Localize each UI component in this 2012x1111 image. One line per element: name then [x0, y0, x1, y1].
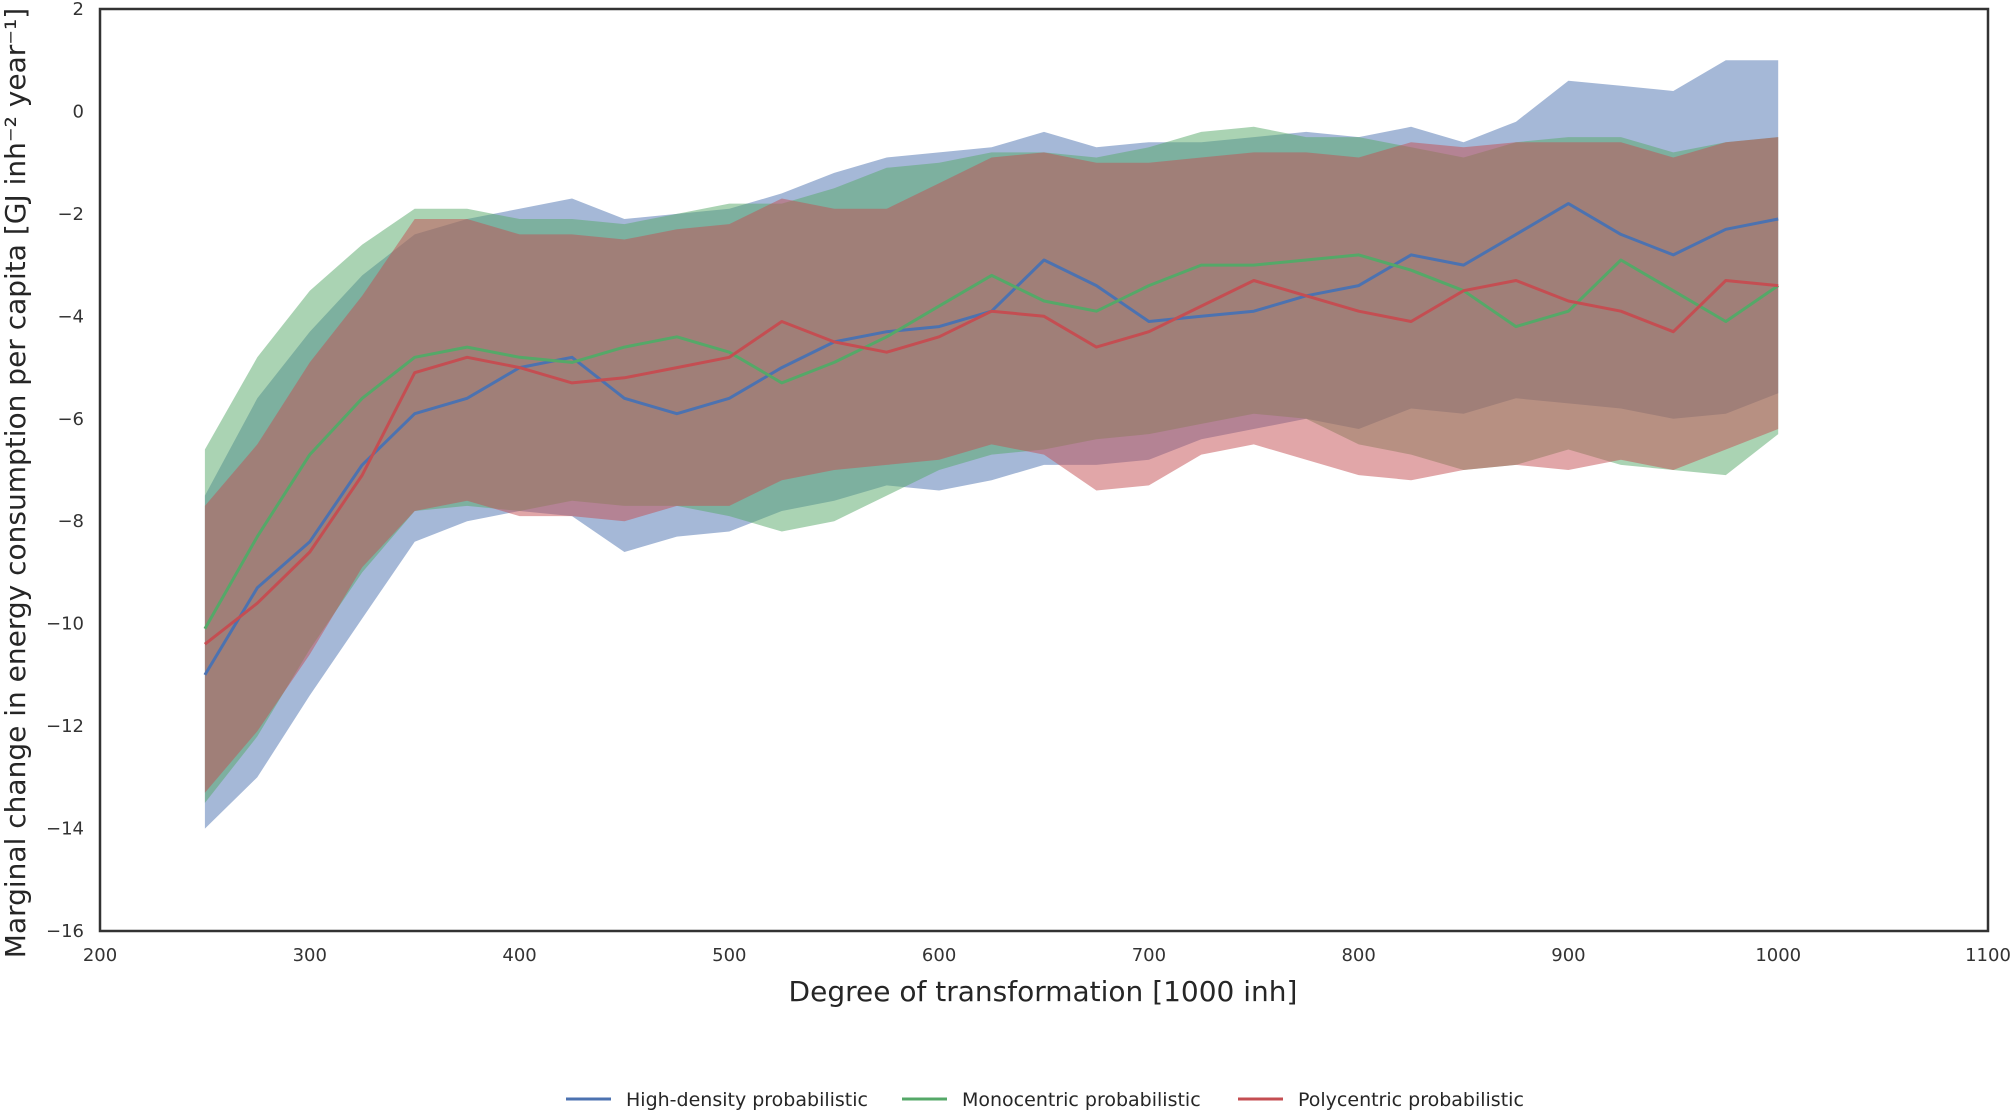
- legend-label-monocentric-probabilistic: Monocentric probabilistic: [962, 1089, 1201, 1111]
- x-tick-label: 400: [502, 945, 536, 966]
- y-tick-label: 0: [73, 101, 84, 122]
- x-tick-label: 1100: [1965, 945, 2011, 966]
- y-tick-label: −2: [57, 204, 84, 225]
- mean-line-layer: [203, 202, 1780, 676]
- x-tick-label: 900: [1551, 945, 1585, 966]
- legend-label-polycentric-probabilistic: Polycentric probabilistic: [1298, 1089, 1524, 1111]
- y-tick-label: −4: [57, 306, 84, 327]
- y-tick-label: 2: [73, 0, 84, 20]
- y-tick-label: −10: [46, 614, 84, 635]
- y-tick-label: −6: [57, 409, 84, 430]
- monocentric-probabilistic-line: [203, 253, 1780, 630]
- x-tick-labels: 200 300 400 500 600 700 800 900 1000 1100: [83, 945, 2011, 966]
- polycentric-probabilistic-band: [204, 137, 1779, 793]
- x-tick-label: 500: [712, 945, 746, 966]
- x-tick-label: 300: [293, 945, 327, 966]
- y-tick-label: −8: [57, 511, 84, 532]
- legend-label-high-density-probabilistic: High-density probabilistic: [626, 1089, 868, 1111]
- polycentric-probabilistic-line: [203, 279, 1779, 646]
- x-tick-label: 700: [1132, 945, 1166, 966]
- y-tick-label: −12: [46, 716, 84, 737]
- y-axis-title: Marginal change in energy consumption pe…: [0, 8, 32, 958]
- y-tick-label: −14: [46, 819, 84, 840]
- x-tick-label: 200: [83, 945, 117, 966]
- y-tick-labels: 2 0 −2 −4 −6 −8 −10 −12 −14 −16: [46, 0, 84, 942]
- y-tick-label: −16: [46, 921, 84, 942]
- plot-frame: [98, 7, 1990, 933]
- band-layer: [204, 60, 1779, 829]
- x-tick-label: 600: [922, 945, 956, 966]
- x-axis-title: Degree of transformation [1000 inh]: [789, 975, 1298, 1008]
- legend: High-density probabilistic Monocentric pr…: [566, 1089, 1524, 1111]
- x-tick-label: 1000: [1755, 945, 1801, 966]
- x-tick-label: 800: [1341, 945, 1375, 966]
